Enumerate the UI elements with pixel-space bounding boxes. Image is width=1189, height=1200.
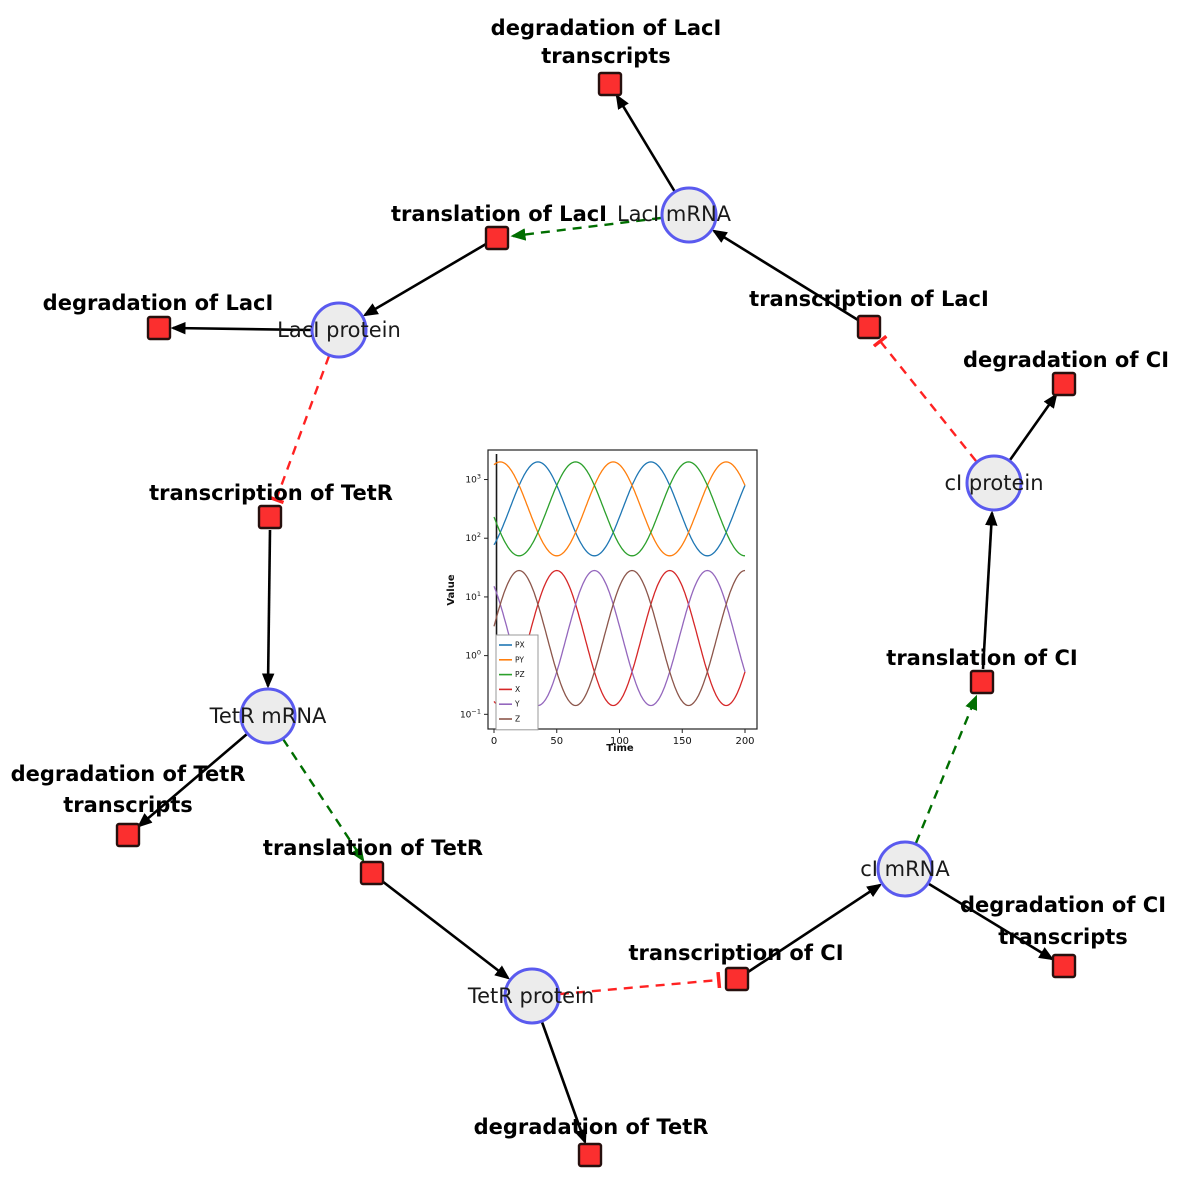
x-tick-label: 0 bbox=[491, 736, 497, 747]
label-ci-mrna: cI mRNA bbox=[860, 857, 950, 881]
series-line-X bbox=[493, 569, 746, 707]
node-translation-laci bbox=[484, 225, 510, 251]
inset-chart: Time Value 0 50 100 150 200 10−1 100 101 102 103 P… bbox=[446, 449, 758, 754]
edge-transcription-tetr-to-tetr-mrna bbox=[261, 529, 275, 689]
species-nodes bbox=[239, 186, 1023, 1025]
legend-label-PY: PY bbox=[515, 655, 524, 664]
label-deg-ci: degradation of CI bbox=[963, 348, 1169, 372]
y-tick-label: 10−1 bbox=[460, 707, 481, 720]
legend-label-Y: Y bbox=[514, 700, 520, 709]
reaction-nodes bbox=[115, 71, 1077, 1168]
edge-ci-mrna-activates-translation-ci bbox=[914, 694, 978, 844]
edge-translation-tetr-to-tetr-protein bbox=[381, 879, 510, 980]
edge-tetr-protein-inhibits-transcription-ci bbox=[559, 971, 722, 996]
label-translation-ci: translation of CI bbox=[886, 646, 1077, 670]
series-line-PY bbox=[493, 461, 746, 557]
node-translation-ci bbox=[969, 669, 995, 695]
label-translation-tetr: translation of TetR bbox=[263, 836, 483, 860]
node-deg-tetr-transcripts bbox=[115, 822, 141, 848]
legend-label-PX: PX bbox=[515, 641, 525, 650]
edge-laci-mrna-to-deg-laci-transcripts bbox=[615, 93, 677, 193]
node-tetr-protein bbox=[503, 967, 561, 1025]
label-tetr-protein: TetR protein bbox=[467, 984, 594, 1008]
legend-box bbox=[495, 634, 539, 731]
chart-dynamic-content: 0 50 100 150 200 10−1 100 101 102 103 PX PY PZ XYZ bbox=[460, 454, 755, 747]
node-translation-tetr bbox=[359, 860, 385, 886]
edge-translation-laci-to-laci-protein bbox=[362, 242, 487, 317]
series-line-Z bbox=[493, 569, 746, 707]
y-tick-label: 102 bbox=[465, 531, 481, 544]
legend-label-X: X bbox=[515, 685, 520, 694]
node-tetr-mrna bbox=[239, 687, 297, 745]
y-tick-label: 101 bbox=[465, 590, 481, 603]
label-translation-laci: translation of LacI bbox=[391, 202, 607, 226]
label-transcription-tetr: transcription of TetR bbox=[149, 481, 393, 505]
edge-ci-protein-inhibits-transcription-laci bbox=[872, 334, 977, 462]
label-transcription-ci: transcription of CI bbox=[628, 941, 843, 965]
node-transcription-laci bbox=[856, 314, 882, 340]
legend-label-Z: Z bbox=[515, 715, 520, 724]
x-tick-label: 200 bbox=[735, 736, 754, 747]
label-deg-tetr-transcripts-1: degradation of TetR bbox=[11, 762, 246, 786]
node-deg-laci-transcripts bbox=[597, 71, 623, 97]
node-deg-ci-transcripts bbox=[1051, 953, 1077, 979]
node-deg-laci bbox=[146, 315, 172, 341]
label-deg-ci-transcripts-2: transcripts bbox=[998, 925, 1128, 949]
edge-tetr-mrna-activates-translation-tetr bbox=[281, 738, 365, 863]
edge-transcription-laci-to-laci-mrna bbox=[711, 229, 859, 322]
chart-ylabel: Value bbox=[446, 574, 457, 605]
label-laci-protein: LacI protein bbox=[277, 318, 401, 342]
series-line-PX bbox=[493, 461, 746, 557]
reaction-labels: degradation of LacI transcripts translat… bbox=[11, 16, 1169, 1139]
label-deg-tetr-transcripts-2: transcripts bbox=[63, 793, 193, 817]
species-labels: LacI mRNA LacI protein TetR mRNA TetR pr… bbox=[209, 202, 1044, 1008]
edge-tetr-protein-to-deg-tetr bbox=[540, 1021, 587, 1145]
node-ci-protein bbox=[965, 454, 1023, 512]
node-laci-mrna bbox=[660, 186, 718, 244]
node-laci-protein bbox=[310, 301, 368, 359]
edge-laci-mrna-activates-translation-laci bbox=[510, 216, 662, 241]
y-tick-label: 103 bbox=[465, 473, 481, 486]
legend-label-PZ: PZ bbox=[515, 670, 525, 679]
series-line-PZ bbox=[493, 461, 746, 557]
label-deg-laci: degradation of LacI bbox=[43, 291, 274, 315]
edge-ci-protein-to-deg-ci bbox=[1008, 392, 1058, 461]
edge-ci-mrna-to-deg-ci-transcripts bbox=[928, 882, 1055, 961]
edge-tetr-mrna-to-deg-tetr-transcripts bbox=[137, 733, 248, 828]
edge-laci-protein-inhibits-transcription-tetr bbox=[267, 355, 331, 505]
edge-translation-ci-to-ci-protein bbox=[981, 510, 998, 670]
label-laci-mrna: LacI mRNA bbox=[617, 202, 732, 226]
chart-xlabel: Time bbox=[606, 743, 634, 754]
x-tick-label: 50 bbox=[550, 736, 563, 747]
label-deg-laci-transcripts-2: transcripts bbox=[541, 44, 671, 68]
label-deg-laci-transcripts-1: degradation of LacI bbox=[491, 16, 722, 40]
edge-transcription-ci-to-ci-mrna bbox=[747, 883, 883, 974]
label-tetr-mrna: TetR mRNA bbox=[209, 704, 327, 728]
x-tick-label: 100 bbox=[610, 736, 629, 747]
edges bbox=[137, 93, 1058, 1145]
y-tick-label: 100 bbox=[465, 649, 481, 662]
node-deg-ci bbox=[1051, 371, 1077, 397]
edge-laci-protein-to-deg-laci bbox=[170, 321, 312, 335]
node-ci-mrna bbox=[876, 840, 934, 898]
node-transcription-ci bbox=[724, 966, 750, 992]
node-transcription-tetr bbox=[257, 504, 283, 530]
x-tick-label: 150 bbox=[673, 736, 692, 747]
label-deg-ci-transcripts-1: degradation of CI bbox=[960, 893, 1166, 917]
node-deg-tetr bbox=[577, 1142, 603, 1168]
label-ci-protein: cI protein bbox=[944, 471, 1043, 495]
label-deg-tetr: degradation of TetR bbox=[474, 1115, 709, 1139]
label-transcription-laci: transcription of LacI bbox=[749, 287, 989, 311]
